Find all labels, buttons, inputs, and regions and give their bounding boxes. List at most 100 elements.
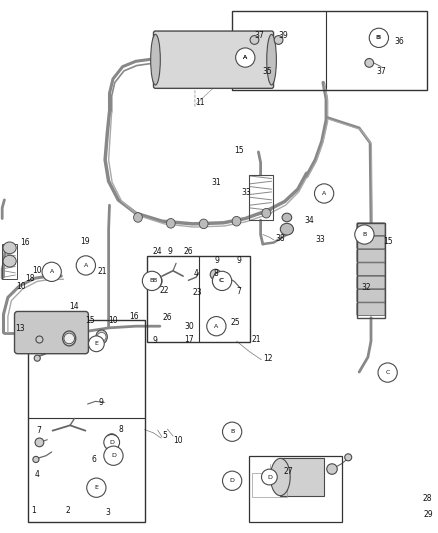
Text: 11: 11 [195,99,205,107]
Circle shape [250,36,259,44]
Ellipse shape [134,213,142,222]
Text: 4: 4 [194,269,199,278]
Circle shape [223,422,242,441]
Text: 10: 10 [173,436,183,445]
Text: A: A [84,263,88,268]
Text: 33: 33 [242,189,251,197]
Circle shape [142,271,162,290]
Text: 22: 22 [160,286,170,295]
Circle shape [236,48,255,67]
Circle shape [42,262,61,281]
FancyBboxPatch shape [357,263,385,276]
Text: C: C [218,278,223,284]
Text: 8: 8 [214,269,219,278]
Text: 21: 21 [252,335,261,344]
Circle shape [261,469,277,485]
Ellipse shape [267,35,276,85]
Text: 18: 18 [25,274,35,283]
Circle shape [370,30,385,46]
Circle shape [76,256,95,275]
Text: D: D [267,474,272,480]
FancyBboxPatch shape [153,31,274,88]
Text: 38: 38 [275,235,285,243]
Text: 25: 25 [231,319,240,327]
Bar [252,473,287,497]
Text: E: E [95,341,98,346]
Circle shape [237,50,253,66]
Circle shape [36,336,43,343]
Text: 32: 32 [361,284,371,292]
Text: A: A [243,55,247,60]
Bar [249,456,342,522]
Circle shape [365,59,374,67]
Text: D: D [109,440,114,445]
Text: 2: 2 [66,506,71,515]
Circle shape [212,273,228,289]
Circle shape [104,434,120,450]
Text: E: E [95,485,98,490]
Text: 5: 5 [162,432,167,440]
Circle shape [64,333,74,344]
Circle shape [34,355,40,361]
Text: 26: 26 [163,313,173,321]
Ellipse shape [280,223,293,235]
Text: 28: 28 [423,494,432,503]
Text: 9: 9 [152,336,157,344]
Text: 13: 13 [15,325,25,333]
Ellipse shape [371,30,384,45]
Text: A: A [214,324,219,329]
Circle shape [106,436,118,449]
Text: 7: 7 [237,287,241,296]
Text: 27: 27 [284,467,293,476]
Circle shape [88,336,104,352]
Text: A: A [49,269,54,274]
Text: 33: 33 [315,236,325,244]
Text: 9: 9 [215,256,219,264]
Text: 19: 19 [81,238,90,246]
Text: A: A [243,55,247,60]
Circle shape [210,269,221,280]
Circle shape [327,464,337,474]
Text: 37: 37 [377,68,386,76]
FancyBboxPatch shape [357,236,385,249]
Ellipse shape [3,255,16,267]
Text: 15: 15 [85,316,95,325]
Text: 16: 16 [20,238,29,247]
Text: C: C [385,370,390,375]
Text: 10: 10 [109,316,118,325]
Circle shape [345,454,352,461]
Ellipse shape [232,216,241,226]
Circle shape [104,446,123,465]
Text: 1: 1 [32,506,36,515]
Circle shape [369,28,389,47]
Ellipse shape [270,458,290,496]
Text: 14: 14 [69,302,79,311]
Text: D: D [230,478,235,483]
Text: 15: 15 [234,147,244,155]
Ellipse shape [199,219,208,229]
FancyBboxPatch shape [357,249,385,262]
Circle shape [97,333,106,341]
Bar [280,458,324,496]
Text: 23: 23 [193,288,202,296]
Text: B: B [375,35,380,41]
Ellipse shape [96,330,107,344]
Ellipse shape [151,35,160,85]
Text: 3: 3 [105,508,110,517]
Text: 29: 29 [424,510,434,519]
Bar [232,11,427,90]
Text: 7: 7 [36,426,41,435]
Text: B: B [377,35,381,41]
Text: 4: 4 [34,470,39,479]
Text: 9: 9 [99,399,103,407]
Text: A: A [322,191,326,196]
Text: 26: 26 [184,247,194,256]
Circle shape [314,184,334,203]
Text: C: C [220,278,224,284]
Text: 39: 39 [278,31,288,40]
Text: 30: 30 [184,322,194,330]
FancyBboxPatch shape [14,311,88,354]
Text: 10: 10 [17,282,26,290]
FancyBboxPatch shape [357,223,385,236]
Circle shape [146,273,162,289]
